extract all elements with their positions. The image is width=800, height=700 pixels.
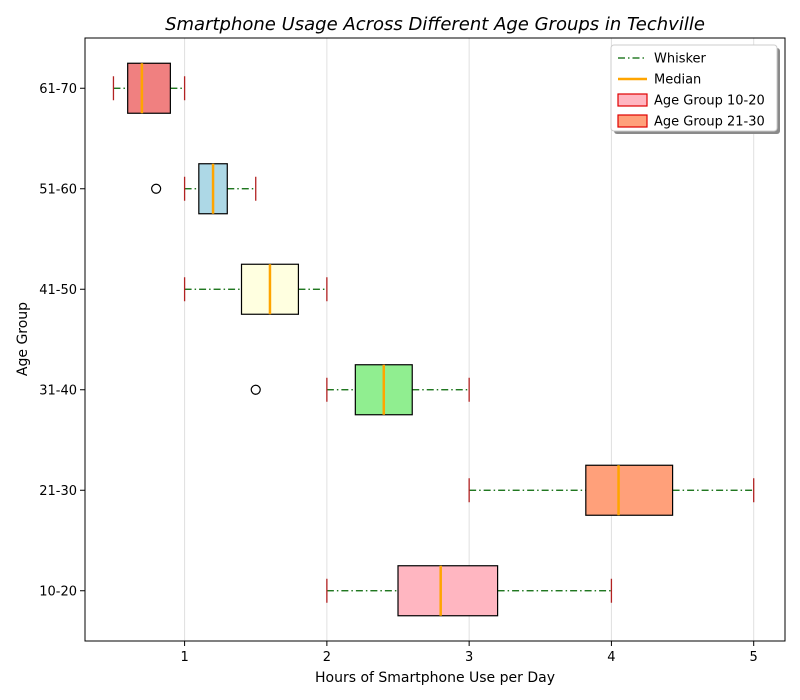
y-tick-label: 61-70 [39, 82, 77, 97]
x-axis: 1 2 3 4 5 [180, 641, 758, 665]
boxes-layer [112, 62, 755, 617]
x-tick-label: 1 [180, 650, 188, 665]
chart-title: Smartphone Usage Across Different Age Gr… [165, 14, 705, 35]
box [585, 464, 674, 516]
box-group-10-20 [326, 565, 613, 617]
box-group-31-40 [250, 364, 470, 416]
x-axis-label: Hours of Smartphone Use per Day [315, 670, 555, 686]
y-tick-label: 21-30 [39, 484, 77, 499]
legend: Whisker Median Age Group 10-20 Age Group 21… [610, 44, 780, 134]
x-tick-label: 5 [750, 650, 758, 665]
outlier-point [151, 183, 162, 194]
box-group-61-70 [112, 62, 186, 114]
box [397, 565, 499, 617]
legend-swatch-patch [617, 114, 648, 128]
legend-label: Median [654, 73, 701, 88]
legend-swatch-patch [617, 93, 648, 107]
box-group-21-30 [468, 464, 755, 516]
legend-label: Whisker [654, 52, 707, 67]
x-tick-label: 3 [465, 650, 473, 665]
legend-item: Median [618, 73, 701, 88]
y-tick-label: 51-60 [39, 182, 77, 197]
outlier-point [250, 384, 261, 395]
y-tick-label: 31-40 [39, 383, 77, 398]
box-group-51-60 [151, 163, 257, 215]
box [127, 62, 171, 114]
legend-label: Age Group 21-30 [654, 115, 765, 130]
y-axis-label: Age Group [15, 302, 31, 376]
legend-item: Whisker [618, 52, 707, 67]
legend-item: Age Group 21-30 [617, 114, 765, 130]
x-tick-label: 4 [607, 650, 615, 665]
legend-box [610, 44, 778, 132]
x-tick-label: 2 [323, 650, 331, 665]
grid-lines [184, 38, 755, 641]
plot-frame [84, 37, 786, 642]
legend-item: Age Group 10-20 [617, 93, 765, 109]
box-group-41-50 [183, 263, 328, 315]
y-tick-label: 10-20 [39, 584, 77, 599]
y-tick-label: 41-50 [39, 283, 77, 298]
legend-label: Age Group 10-20 [654, 94, 765, 109]
y-axis: 10-20 21-30 31-40 41-50 51-60 61-70 [39, 82, 85, 599]
